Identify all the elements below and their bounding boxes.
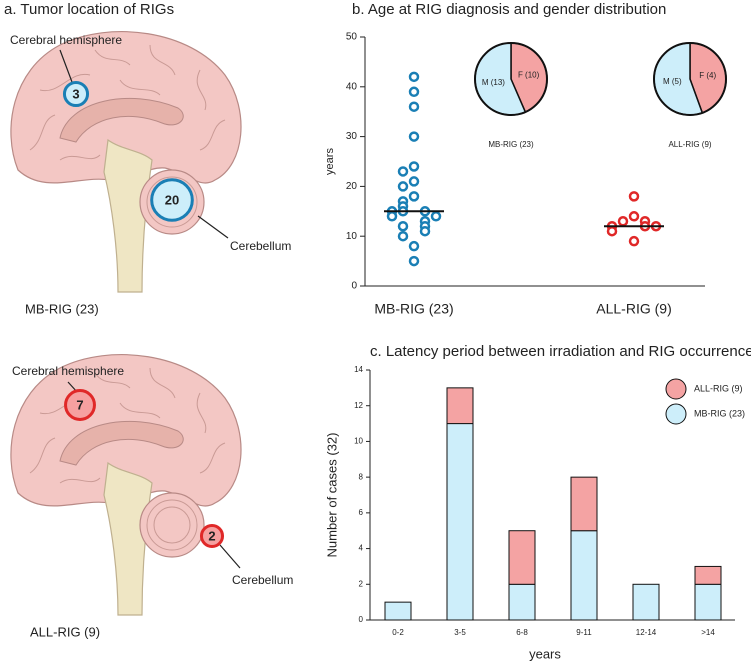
y-tick-label: 2: [359, 579, 364, 588]
data-point: [397, 220, 409, 232]
data-point: [628, 191, 640, 202]
y-tick-label: 0: [359, 615, 364, 624]
legend-label: ALL-RIG (9): [694, 383, 743, 393]
x-tick-label: 6-8: [516, 628, 528, 637]
data-point: [408, 191, 420, 202]
y-tick-label: 10: [354, 437, 363, 446]
bar-segment: [446, 387, 474, 425]
group-label: MB-RIG (23): [25, 301, 99, 316]
y-tick-label: 20: [346, 181, 358, 192]
legend-label: MB-RIG (23): [694, 408, 745, 418]
count-circle: [199, 523, 225, 549]
y-tick-label: 6: [359, 508, 364, 517]
pointer-line: [219, 544, 241, 569]
y-axis-label: years: [324, 148, 336, 175]
y-tick-label: 14: [354, 365, 363, 374]
bar-segment: [508, 530, 536, 585]
x-tick-label: 12-14: [636, 628, 657, 637]
y-tick-label: 50: [346, 32, 358, 43]
region-label: Cerebral hemisphere: [10, 33, 122, 47]
slice-label: M (13): [482, 78, 505, 87]
data-point: [408, 255, 420, 267]
data-point: [430, 211, 442, 222]
region-label: Cerebral hemisphere: [12, 364, 124, 378]
count-circle: [150, 178, 194, 222]
panel-title: c. Latency period between irradiation an…: [370, 343, 751, 360]
data-point: [408, 161, 420, 172]
y-tick-label: 12: [354, 401, 363, 410]
data-point: [606, 225, 618, 237]
bar-segment: [632, 583, 660, 621]
pie-outline: [474, 42, 548, 116]
bar-segment: [384, 601, 412, 621]
brain-diagram: [10, 31, 242, 293]
data-point: [397, 181, 409, 192]
slice-label: M (5): [663, 77, 682, 86]
data-point: [408, 71, 420, 83]
bar-segment: [570, 476, 598, 532]
count-label: 3: [72, 86, 79, 101]
pie-title: MB-RIG (23): [488, 140, 534, 149]
region-label: Cerebellum: [232, 573, 293, 587]
legend-swatch: [665, 403, 687, 425]
bar-segment: [446, 423, 474, 621]
x-tick-label: ALL-RIG (9): [596, 301, 671, 317]
count-label: 20: [165, 192, 179, 207]
slice-label: F (10): [518, 70, 540, 79]
x-tick-label: 3-5: [454, 628, 466, 637]
y-tick-label: 10: [346, 231, 358, 242]
count-label: 2: [208, 528, 215, 543]
y-tick-label: 30: [346, 131, 358, 142]
panel-title: b. Age at RIG diagnosis and gender distr…: [352, 1, 666, 18]
x-axis-label: years: [529, 646, 561, 661]
data-point: [628, 235, 640, 247]
data-point: [408, 86, 420, 98]
pointer-line: [197, 215, 229, 239]
panel-title: a. Tumor location of RIGs: [4, 1, 174, 18]
data-point: [617, 216, 629, 227]
data-point: [408, 101, 420, 112]
y-tick-label: 8: [359, 472, 364, 481]
legend-swatch: [665, 378, 687, 400]
pie-outline: [653, 42, 727, 116]
bar-segment: [570, 530, 598, 621]
y-tick-label: 4: [359, 544, 364, 553]
region-label: Cerebellum: [230, 239, 291, 253]
data-point: [628, 211, 640, 222]
count-label: 7: [76, 397, 83, 412]
data-point: [397, 166, 409, 177]
data-point: [397, 230, 409, 242]
group-label: ALL-RIG (9): [30, 624, 100, 639]
data-point: [386, 211, 398, 222]
y-axis-label: Number of cases (32): [324, 433, 339, 558]
y-tick-label: 40: [346, 81, 358, 92]
count-circle: [62, 80, 90, 108]
slice-label: F (4): [699, 71, 716, 80]
bar-segment: [694, 565, 722, 585]
brain-diagram: [10, 354, 242, 616]
data-point: [408, 176, 420, 187]
x-tick-label: 9-11: [576, 628, 592, 637]
data-point: [419, 225, 431, 237]
x-tick-label: >14: [701, 628, 715, 637]
y-tick-label: 0: [351, 281, 357, 292]
pointer-line: [59, 49, 73, 83]
data-point: [408, 131, 420, 142]
count-circle: [64, 389, 96, 421]
bar-segment: [508, 583, 536, 621]
data-point: [408, 240, 420, 252]
pie-title: ALL-RIG (9): [668, 140, 711, 149]
x-tick-label: 0-2: [392, 628, 404, 637]
x-tick-label: MB-RIG (23): [374, 301, 453, 317]
bar-segment: [694, 583, 722, 621]
